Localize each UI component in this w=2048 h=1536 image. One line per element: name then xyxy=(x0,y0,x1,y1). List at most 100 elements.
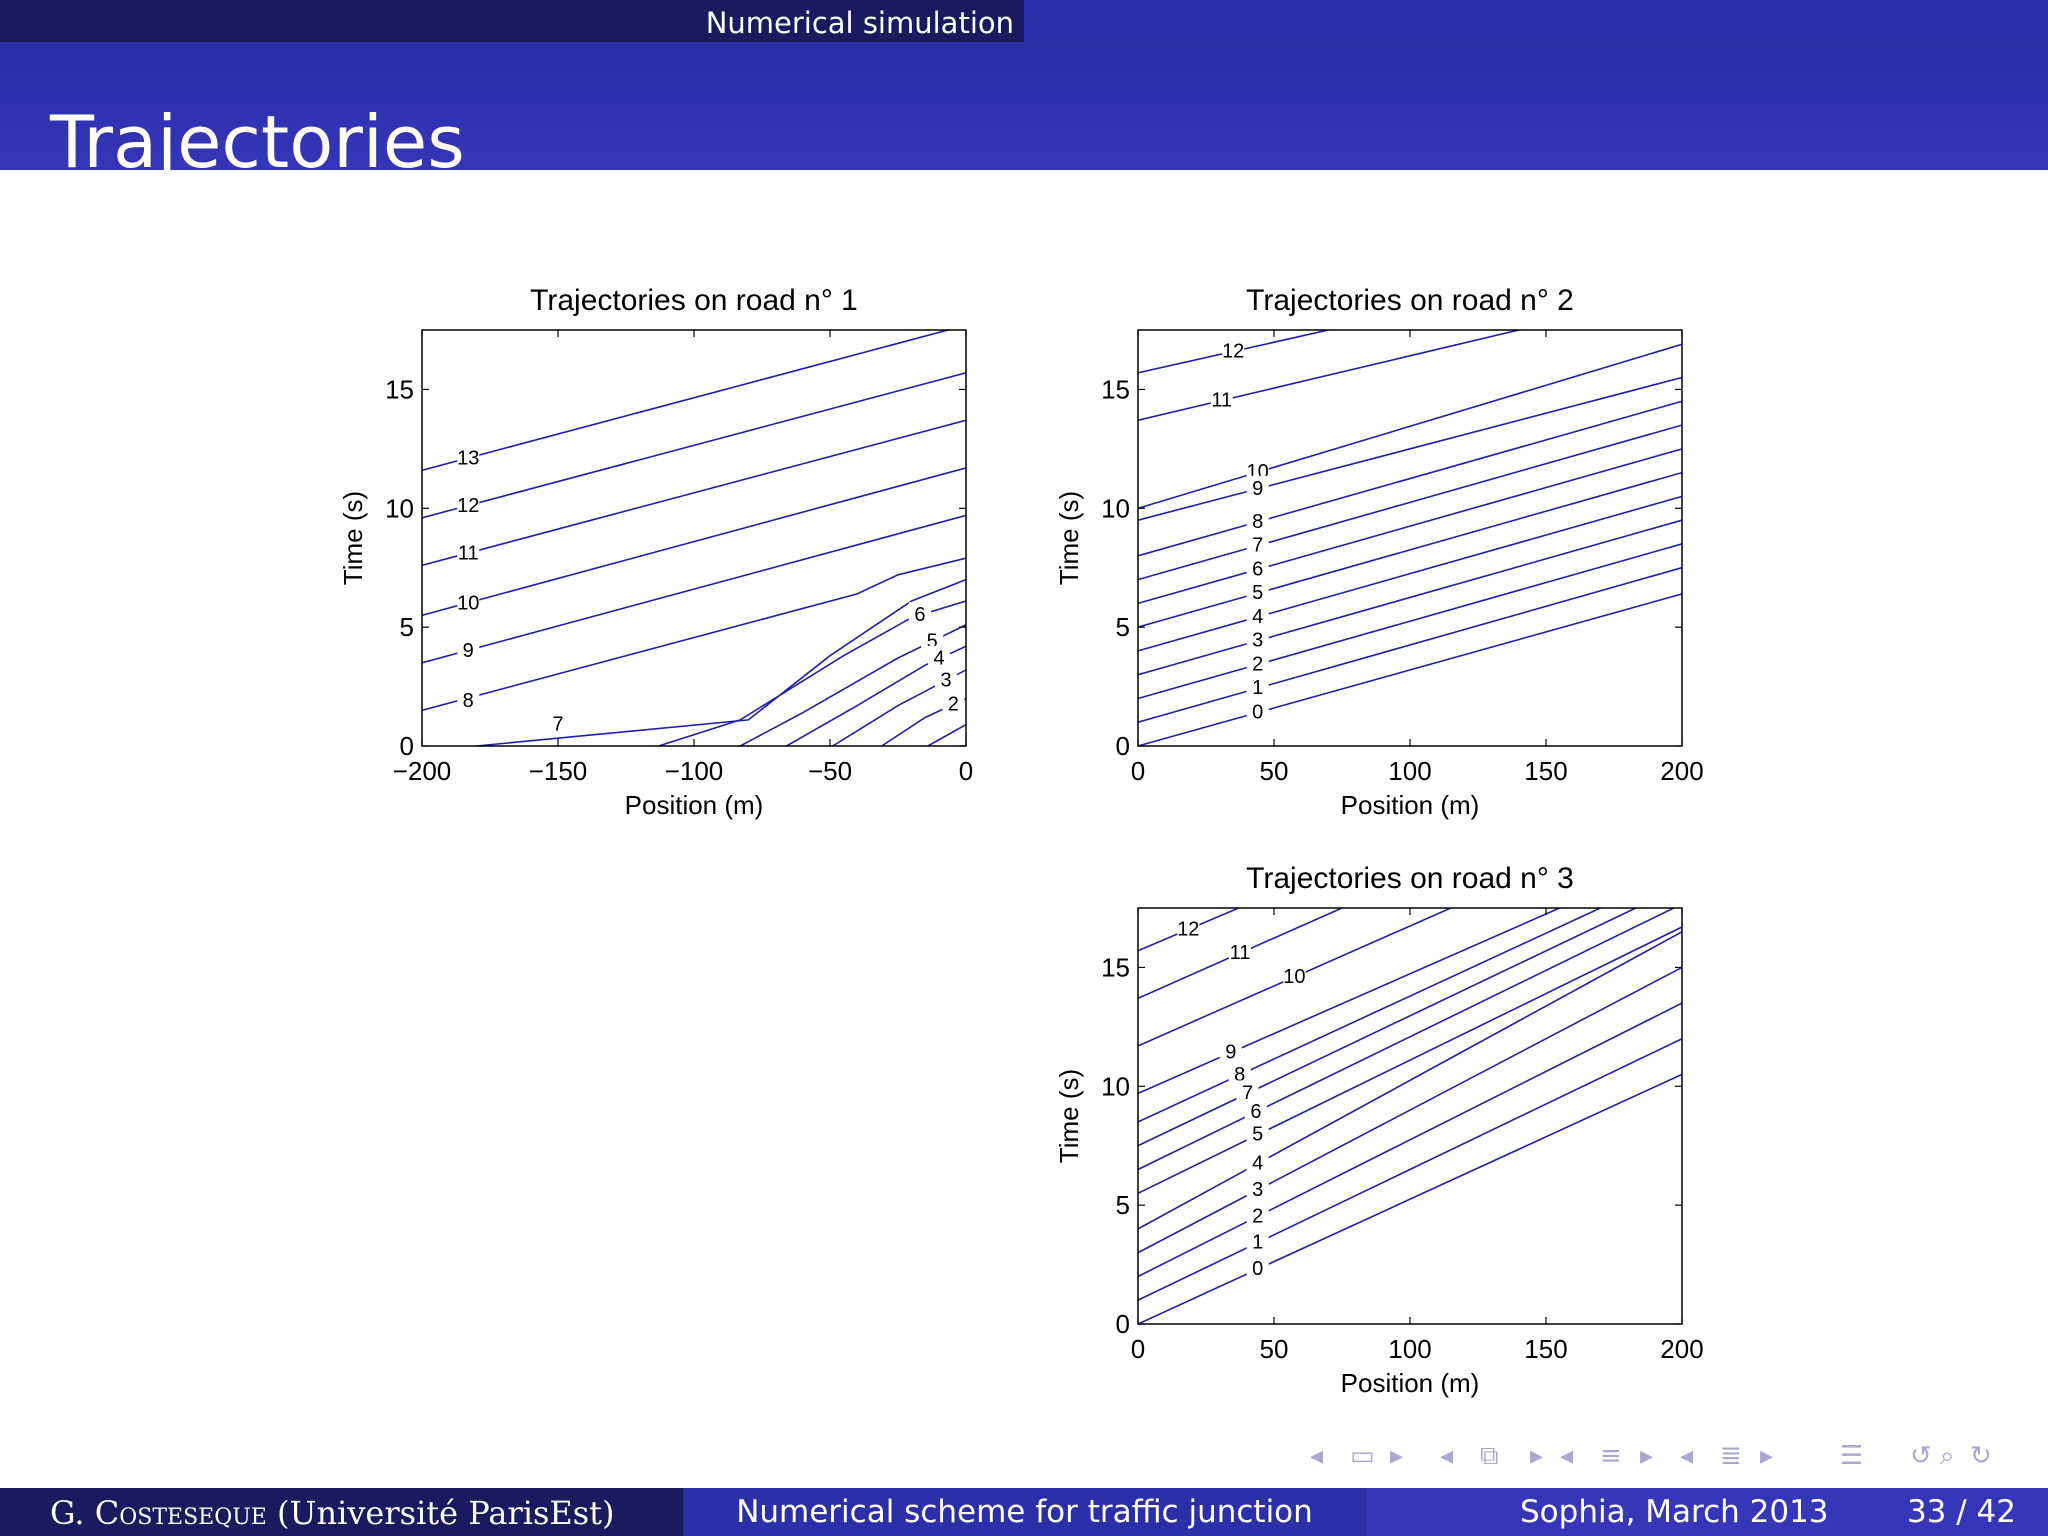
trajectory-line-4 xyxy=(1138,931,1682,1230)
navigation-controls[interactable]: ◂ ▭ ▸ ◂ ⧉ ▸ ◂ ≡ ▸ ◂ ≣ ▸ ☰ ↺ ⌕ ↻ xyxy=(1310,1441,2030,1471)
contour-label-9: 9 xyxy=(463,640,474,662)
contour-label-bg xyxy=(1246,651,1269,674)
trajectory-line-9 xyxy=(1138,908,1560,1095)
contour-label-bg xyxy=(1246,1256,1269,1279)
contour-label-11: 11 xyxy=(1230,942,1251,964)
trajectory-line-1 xyxy=(1138,566,1682,723)
y-tick-label: 15 xyxy=(1101,374,1130,404)
loop-icon[interactable]: ↺ xyxy=(1910,1441,1932,1471)
contour-label-bg xyxy=(1244,1098,1267,1121)
contour-label-13: 13 xyxy=(457,447,479,469)
trajectory-line-8 xyxy=(422,557,966,712)
trajectory-line-2 xyxy=(1138,1002,1682,1278)
contour-label-bg xyxy=(1283,963,1306,986)
x-axis-label: Position (m) xyxy=(1341,790,1480,820)
contour-label-9: 9 xyxy=(1225,1042,1236,1064)
triangle-left-icon[interactable]: ◂ xyxy=(1560,1441,1574,1471)
subsection-icon[interactable]: ⧉ xyxy=(1480,1441,1499,1471)
y-tick-label: 5 xyxy=(400,612,414,642)
trajectory-line-7 xyxy=(476,578,966,746)
triangle-right-icon[interactable]: ▸ xyxy=(1760,1441,1774,1471)
y-tick-label: 10 xyxy=(385,493,414,523)
contour-label-bg xyxy=(928,645,951,668)
contour-label-11: 11 xyxy=(1211,389,1232,411)
contour-label-bg xyxy=(1246,1229,1269,1252)
x-axis-label: Position (m) xyxy=(1341,1368,1480,1398)
footer-middle: Numerical scheme for traffic junction xyxy=(683,1488,1366,1536)
undo-icon[interactable]: ↻ xyxy=(1970,1441,1992,1471)
triangle-left-icon[interactable]: ◂ xyxy=(1310,1441,1324,1471)
x-tick-label: 100 xyxy=(1388,1334,1431,1364)
contour-label-7: 7 xyxy=(1252,535,1263,557)
x-tick-label: −100 xyxy=(665,756,724,786)
contour-label-11: 11 xyxy=(458,542,479,564)
y-tick-label: 5 xyxy=(1116,1190,1130,1220)
contour-label-5: 5 xyxy=(1252,582,1263,604)
x-tick-label: 150 xyxy=(1524,756,1567,786)
contour-label-12: 12 xyxy=(1222,340,1244,362)
contour-label-8: 8 xyxy=(463,690,474,712)
contour-label-2: 2 xyxy=(948,693,959,715)
x-tick-label: 0 xyxy=(959,756,973,786)
x-tick-label: −150 xyxy=(529,756,588,786)
triangle-right-icon[interactable]: ▸ xyxy=(1390,1441,1404,1471)
contour-label-4: 4 xyxy=(934,648,945,670)
author-institution: (Université ParisEst) xyxy=(277,1494,615,1532)
triangle-left-icon[interactable]: ◂ xyxy=(1680,1441,1694,1471)
x-tick-label: 0 xyxy=(1131,1334,1145,1364)
x-tick-label: 50 xyxy=(1260,1334,1289,1364)
search-icon[interactable]: ⌕ xyxy=(1940,1441,1955,1471)
trajectory-line-2 xyxy=(1138,543,1682,700)
section-icon[interactable]: ≡ xyxy=(1600,1441,1622,1471)
contour-label-1: 1 xyxy=(1252,677,1263,699)
page-title: Trajectories xyxy=(50,100,465,184)
trajectory-line-11 xyxy=(1138,330,1519,422)
y-tick-label: 0 xyxy=(1116,1309,1130,1339)
trajectory-line-8 xyxy=(1138,400,1682,557)
frame-icon[interactable]: ▭ xyxy=(1350,1441,1375,1471)
contour-label-bg xyxy=(547,711,569,734)
contour-label-bg xyxy=(1246,627,1269,650)
contour-label-bg xyxy=(1246,532,1269,555)
contour-label-2: 2 xyxy=(1252,1205,1263,1227)
x-tick-label: 50 xyxy=(1260,756,1289,786)
trajectory-line-1 xyxy=(927,723,966,746)
contour-label-12: 12 xyxy=(1177,918,1199,940)
trajectory-line-5 xyxy=(1138,471,1682,628)
trajectory-line-6 xyxy=(1138,908,1675,1171)
contour-label-bg xyxy=(1246,1176,1269,1199)
x-tick-label: −50 xyxy=(808,756,852,786)
list-icon[interactable]: ≣ xyxy=(1720,1441,1742,1471)
trajectory-line-11 xyxy=(422,419,966,567)
contour-label-bg xyxy=(1246,1150,1269,1173)
triangle-right-icon[interactable]: ▸ xyxy=(1640,1441,1654,1471)
trajectory-line-6 xyxy=(1138,448,1682,605)
triangle-left-icon[interactable]: ◂ xyxy=(1440,1441,1454,1471)
contour-label-6: 6 xyxy=(914,604,925,626)
triangle-right-icon[interactable]: ▸ xyxy=(1530,1441,1544,1471)
footer-left: G. Costeseque (Université ParisEst) xyxy=(0,1488,683,1536)
contour-label-5: 5 xyxy=(1252,1124,1263,1146)
contour-label-bg xyxy=(1246,699,1269,722)
trajectory-line-3 xyxy=(1138,519,1682,676)
trajectory-line-7 xyxy=(1138,908,1637,1147)
x-tick-label: 0 xyxy=(1131,756,1145,786)
trajectory-line-10 xyxy=(422,467,966,617)
page-number: 33 / 42 xyxy=(1906,1494,2016,1530)
align-icon[interactable]: ☰ xyxy=(1840,1441,1864,1471)
contour-label-0: 0 xyxy=(1252,702,1263,724)
trajectory-line-7 xyxy=(1138,424,1682,581)
chart-title: Trajectories on road n° 1 xyxy=(530,284,858,317)
y-tick-label: 5 xyxy=(1116,612,1130,642)
header-bar-left xyxy=(0,0,1024,42)
trajectory-line-0 xyxy=(1138,1073,1682,1324)
contour-label-bg xyxy=(1210,387,1233,410)
venue-date: Sophia, March 2013 xyxy=(1520,1494,1829,1530)
trajectory-line-3 xyxy=(1138,966,1682,1254)
contour-label-bg xyxy=(1246,508,1269,531)
contour-label-8: 8 xyxy=(1252,511,1263,533)
contour-label-bg xyxy=(1246,603,1269,626)
contour-label-bg xyxy=(1246,1203,1269,1226)
contour-label-bg xyxy=(457,687,480,710)
